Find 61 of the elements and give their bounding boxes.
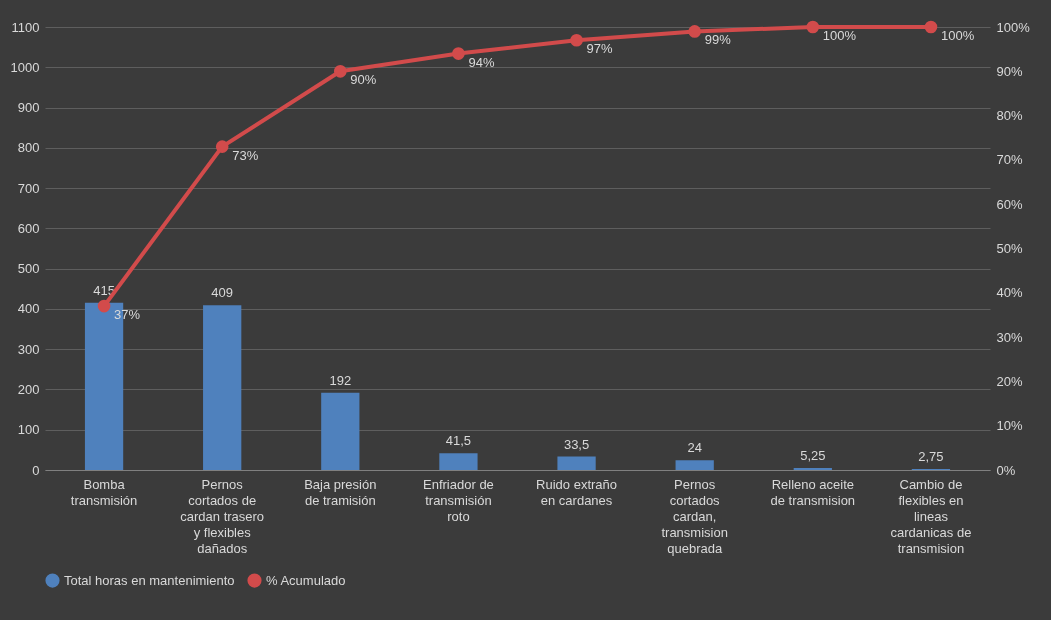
y2-tick-label: 0% <box>996 462 1016 478</box>
y-tick-label: 300 <box>17 341 40 357</box>
data-label: 5,25 <box>800 447 826 463</box>
data-label: 94% <box>468 54 495 70</box>
bar <box>675 460 714 470</box>
bar <box>321 392 360 470</box>
point <box>806 20 820 34</box>
x-tick-label: Bomba transmisión <box>70 476 138 508</box>
y-tick-label: 900 <box>17 100 40 116</box>
x-tick-label: Enfriador de transmisión roto <box>423 476 494 524</box>
point <box>452 47 465 60</box>
y2-tick-label: 50% <box>996 241 1023 256</box>
data-label: 192 <box>329 372 352 388</box>
y2-tick-label: 60% <box>996 196 1023 212</box>
bar <box>439 453 478 470</box>
y-tick-label: 600 <box>17 220 40 236</box>
y-tick-label: 100 <box>17 422 40 438</box>
bar <box>203 305 242 470</box>
data-label: 33,5 <box>563 436 590 452</box>
y2-tick-label: 70% <box>996 152 1023 168</box>
point <box>333 64 347 78</box>
y2-tick-label: 40% <box>996 285 1023 301</box>
point <box>570 33 583 47</box>
y-tick-label: 1000 <box>10 59 40 75</box>
point <box>97 299 111 313</box>
data-label: 41,5 <box>445 433 472 449</box>
y-tick-label: 0 <box>32 462 40 478</box>
data-label: 90% <box>350 72 377 88</box>
y2-tick-label: 100% <box>996 19 1031 35</box>
legend-label: % Acumulado <box>266 572 346 588</box>
x-tick-label: Baja presión de tramisión <box>304 476 377 508</box>
bar <box>793 467 832 470</box>
y-tick-label: 400 <box>17 301 40 317</box>
data-label: 24 <box>687 440 702 456</box>
y-tick-label: 800 <box>17 140 40 156</box>
y-tick-label: 500 <box>17 261 40 277</box>
data-label: 99% <box>704 32 732 48</box>
y2-tick-label: 30% <box>996 329 1023 345</box>
y-tick-label: 700 <box>17 180 40 196</box>
x-tick-label: Pernos cortados de cardan trasero y flexibles dañados <box>180 476 265 556</box>
y-tick-label: 200 <box>17 381 40 397</box>
x-tick-label: Relleno aceite de transmision <box>770 476 856 508</box>
x-tick-label: Pernos cortados cardan, transmision quebrada <box>661 476 728 556</box>
data-label: 100% <box>822 28 857 43</box>
point <box>215 140 229 153</box>
point <box>688 25 702 38</box>
y2-tick-label: 80% <box>996 108 1023 124</box>
legend-label: Total horas en mantenimiento <box>64 572 235 588</box>
data-label: 409 <box>211 285 234 301</box>
bar <box>557 456 596 470</box>
y2-tick-label: 10% <box>996 418 1023 434</box>
data-label: 97% <box>586 41 614 57</box>
y2-tick-label: 90% <box>996 63 1023 79</box>
point <box>924 20 938 34</box>
data-label: 2,75 <box>918 448 944 464</box>
y2-tick-label: 20% <box>996 373 1023 389</box>
data-label: 73% <box>232 147 259 163</box>
y-tick-label: 1100 <box>11 19 40 35</box>
x-tick-label: Ruido extraño en cardanes <box>536 476 618 508</box>
x-tick-label: Cambio de flexibles en lineas cardanicas de transmision <box>890 476 972 556</box>
data-label: 100% <box>940 28 975 43</box>
